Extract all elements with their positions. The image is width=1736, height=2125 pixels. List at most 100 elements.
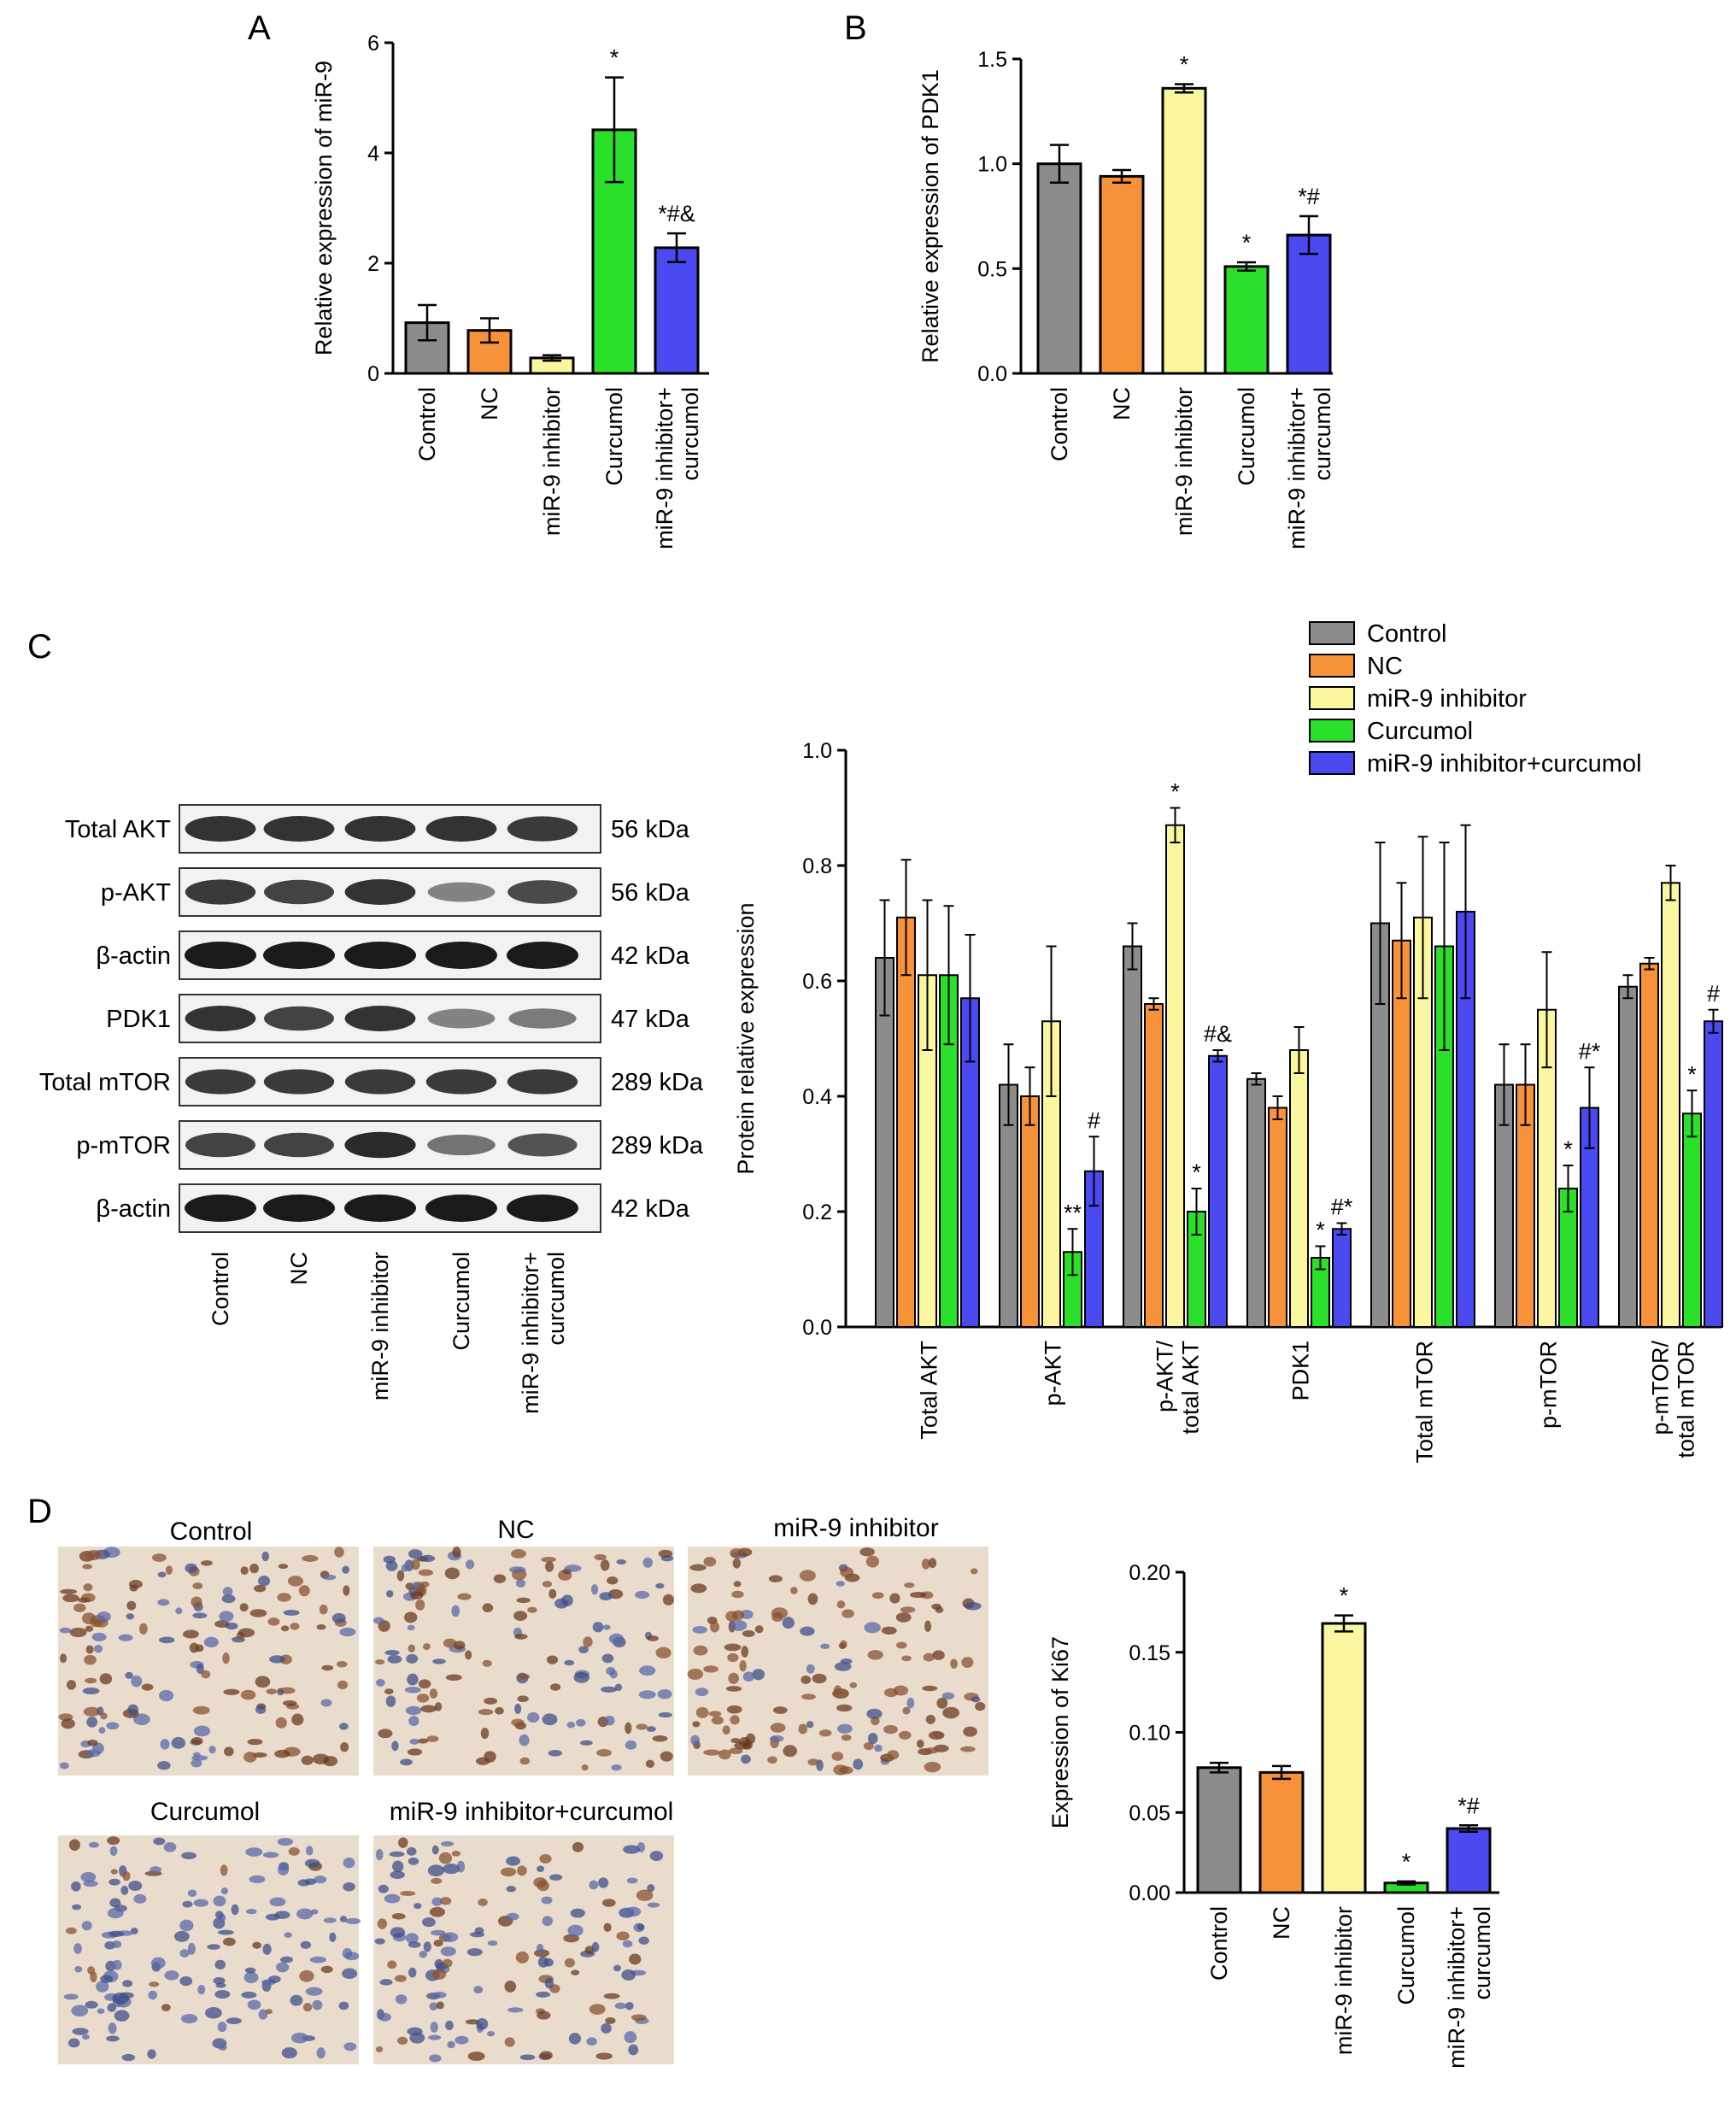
blot-row-label: β-actin <box>96 942 171 970</box>
chart-c-xtick-label: p-AKT <box>1041 1341 1066 1406</box>
ihc-cell <box>372 1617 384 1624</box>
ihc-cell <box>386 1590 394 1598</box>
blot-band <box>507 1069 578 1095</box>
ihc-cell <box>85 1645 94 1654</box>
chart-c-ytick-label: 0.4 <box>802 1085 832 1109</box>
ihc-cell <box>690 1583 707 1594</box>
ihc-cell <box>616 1931 630 1941</box>
blot-band <box>427 882 496 902</box>
ihc-cell <box>836 1581 845 1587</box>
ihc-cell <box>548 1749 563 1757</box>
ihc-cell <box>639 1665 656 1676</box>
ihc-cell <box>950 1658 958 1669</box>
ihc-cell <box>87 1739 98 1746</box>
blot-lane-label: Curcumol <box>449 1252 474 1351</box>
ihc-cell <box>442 1958 453 1968</box>
blot-band <box>185 816 256 842</box>
ihc-cell <box>514 1634 528 1640</box>
ihc-cell <box>218 2044 227 2051</box>
ihc-cell <box>407 1748 423 1756</box>
chart-b-significance: * <box>1180 51 1189 77</box>
ihc-cell <box>790 1587 798 1594</box>
ihc-cell <box>62 1594 79 1603</box>
ihc-cell <box>179 1949 190 1958</box>
ihc-cell <box>225 1622 238 1630</box>
ihc-cell <box>265 1913 280 1921</box>
panel-letter-b: B <box>844 9 867 47</box>
ihc-cell <box>703 1749 721 1756</box>
ihc-cell <box>390 1927 406 1938</box>
panel-a-chart: 0 2 4 6 Relative expression of miR-9 Control N… <box>311 32 709 549</box>
chart-c-significance: #* <box>1579 1038 1601 1064</box>
ihc-cell <box>519 1757 531 1765</box>
ihc-cell <box>106 2035 120 2042</box>
chart-d-xtick-label: miR-9 inhibitor+curcumol <box>1444 1906 1495 2069</box>
ihc-cell <box>314 1876 327 1884</box>
ihc-cell <box>916 1739 924 1748</box>
ihc-cell <box>329 1932 337 1942</box>
ihc-cell <box>175 1607 183 1615</box>
ihc-cell <box>660 1751 673 1762</box>
ihc-cell <box>767 1756 777 1764</box>
ihc-cell <box>692 1721 701 1728</box>
ihc-cell <box>150 1866 161 1874</box>
ihc-cell <box>374 1938 385 1945</box>
ihc-cell <box>160 1739 170 1750</box>
ihc-cell <box>342 1968 358 1980</box>
ihc-image-title: NC <box>497 1516 534 1544</box>
ihc-cell <box>125 1671 133 1679</box>
ihc-cell <box>601 1899 616 1907</box>
blot-band <box>185 1069 256 1095</box>
ihc-cell <box>71 1881 81 1892</box>
ihc-cell <box>543 1958 554 1967</box>
chart-d-significance: * <box>1402 1849 1411 1875</box>
ihc-cell <box>807 1758 819 1766</box>
chart-b-bar <box>1099 174 1145 375</box>
ihc-cell <box>703 1556 717 1567</box>
chart-b-xtick-label: miR-9 inhibitor <box>1171 387 1197 536</box>
chart-c-xtick-label: PDK1 <box>1288 1341 1314 1401</box>
ihc-cell <box>613 1964 622 1972</box>
ihc-cell <box>514 1703 522 1715</box>
xtick-line: curcumol <box>677 387 703 481</box>
ihc-cell <box>429 2054 442 2063</box>
blot-band <box>425 816 497 842</box>
ihc-cell <box>636 1889 654 1901</box>
chart-a-ylabel: Relative expression of miR-9 <box>311 61 337 355</box>
ihc-cell <box>594 1553 607 1561</box>
ihc-cell <box>288 1846 300 1856</box>
ihc-cell <box>80 1871 97 1882</box>
ihc-cell <box>730 1619 748 1631</box>
ihc-cell <box>192 1612 208 1619</box>
ihc-cell <box>733 1581 742 1588</box>
ihc-cell <box>213 1976 226 1985</box>
ihc-cell <box>300 1940 312 1949</box>
chart-b-xtick-label: NC <box>1109 387 1135 420</box>
ihc-cell <box>482 1659 492 1667</box>
ihc-cell <box>601 2022 612 2034</box>
ihc-cell <box>110 1869 118 1875</box>
ihc-cell <box>782 1617 795 1629</box>
ihc-cell <box>806 1721 814 1729</box>
chart-d-xtick-label: NC <box>1269 1906 1294 1940</box>
ihc-cell <box>801 1694 816 1700</box>
ihc-cell <box>840 1640 847 1649</box>
ihc-cell <box>589 2004 606 2015</box>
ihc-cell <box>478 1709 494 1716</box>
ihc-cell <box>82 2034 90 2040</box>
ihc-cell <box>323 1756 338 1767</box>
ihc-cell <box>742 1671 754 1682</box>
ihc-cell <box>387 1960 397 1969</box>
ihc-cell <box>581 1764 589 1771</box>
ihc-cell <box>561 1594 573 1606</box>
ihc-cell <box>133 1893 147 1904</box>
ihc-cell <box>100 1975 114 1983</box>
ihc-cell <box>427 1864 445 1877</box>
ihc-cell <box>316 1623 326 1630</box>
ihc-cell <box>411 1559 420 1570</box>
ihc-cell <box>931 1603 941 1610</box>
blot-row-label: p-AKT <box>101 879 171 907</box>
blot-band <box>507 1195 578 1222</box>
ihc-cell <box>517 1673 530 1680</box>
ihc-cell <box>345 1917 361 1925</box>
